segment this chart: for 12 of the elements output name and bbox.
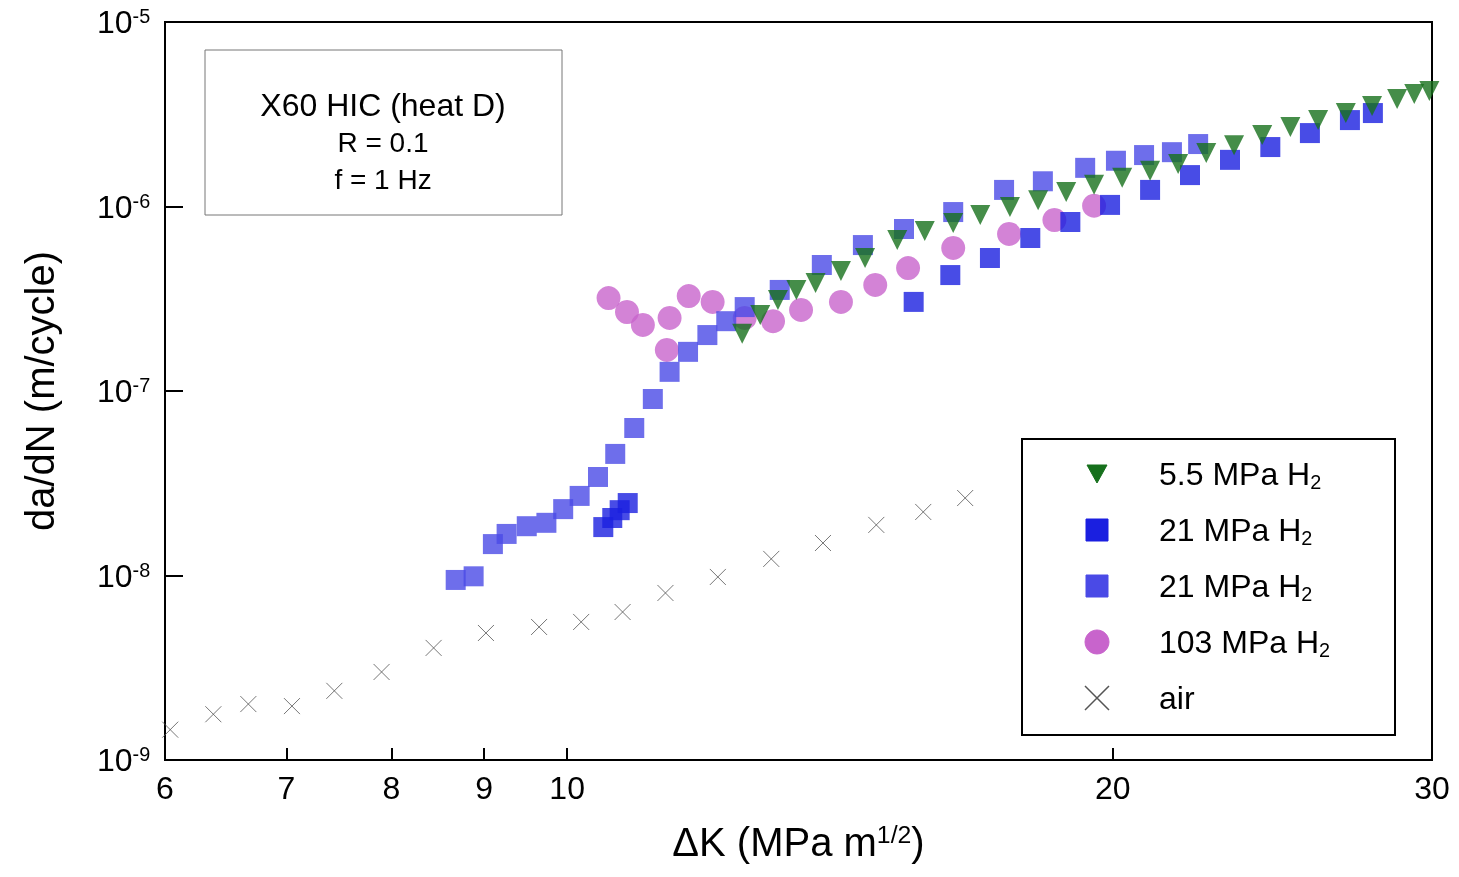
- x-tick-label: 30: [1414, 770, 1450, 806]
- annotation: f = 1 Hz: [334, 163, 432, 195]
- legend-label: air: [1159, 680, 1195, 716]
- x-tick-label: 20: [1095, 770, 1131, 806]
- annotation: X60 HIC (heat D): [260, 87, 506, 123]
- x-tick-label: 7: [277, 770, 296, 806]
- annotation: R = 0.1: [337, 126, 429, 158]
- x-tick-label: 6: [156, 770, 174, 806]
- y-axis-title: da/dN (m/cycle): [18, 250, 62, 532]
- x-tick-label: 8: [382, 770, 401, 806]
- x-tick-label: 10: [549, 770, 585, 806]
- x-tick-label: 9: [475, 770, 494, 806]
